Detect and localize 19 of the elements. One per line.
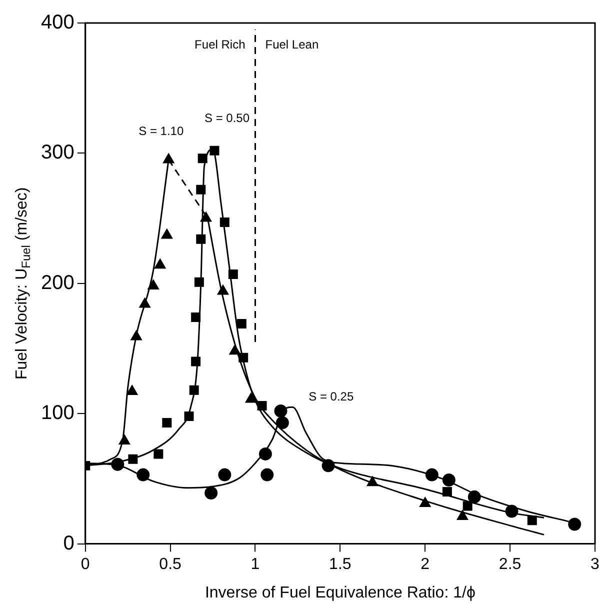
x-tick-label: 2 <box>420 556 430 573</box>
x-tick-label: 0.5 <box>159 556 182 573</box>
x-tick-label: 2.5 <box>498 556 522 573</box>
x-axis-title: Inverse of Fuel Equivalence Ratio: 1/ϕ <box>204 584 476 602</box>
y-axis-title: Fuel Velocity: UFuel (m/sec) <box>13 187 34 380</box>
annotation: Fuel Rich <box>194 37 246 52</box>
y-tick-label: 400 <box>40 12 74 34</box>
annotation: S = 0.25 <box>308 389 354 404</box>
y-tick-label: 300 <box>40 142 74 164</box>
y-tick-label: 100 <box>40 402 74 424</box>
x-tick-label: 1 <box>250 556 260 573</box>
x-tick-label: 1.5 <box>329 556 352 573</box>
x-tick-label: 0 <box>80 556 90 573</box>
annotation: Fuel Lean <box>265 37 319 52</box>
annotation: S = 0.50 <box>204 110 250 125</box>
y-tick-label: 0 <box>63 532 74 554</box>
y-tick-label: 200 <box>40 272 74 294</box>
annotation: S = 1.10 <box>138 124 184 138</box>
x-tick-label: 3 <box>590 556 600 573</box>
